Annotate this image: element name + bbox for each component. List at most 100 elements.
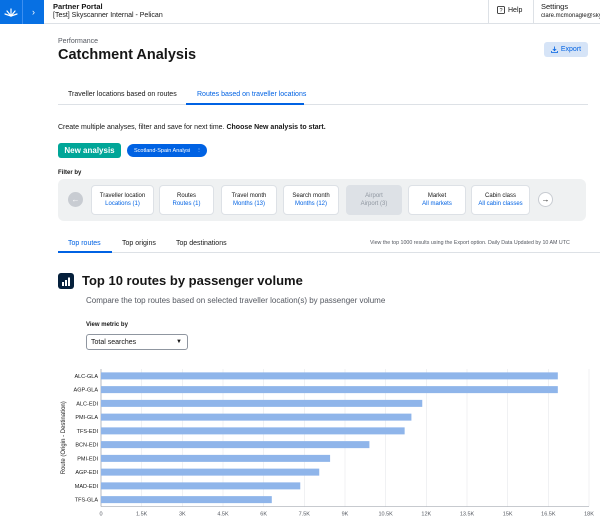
download-icon <box>550 46 558 53</box>
instructions-text: Create multiple analyses, filter and sav… <box>58 124 326 131</box>
bar <box>101 386 558 394</box>
x-tick-label: 15K <box>503 512 513 518</box>
filter-title: Market <box>427 193 447 199</box>
scroll-left-button[interactable]: ← <box>68 192 83 207</box>
filter-value: Months (12) <box>294 201 327 207</box>
bar <box>101 372 558 380</box>
metric-select[interactable]: Total searches ▼ <box>86 334 188 350</box>
y-tick-label: PMI-GLA <box>75 415 98 421</box>
bar <box>101 468 320 476</box>
bar-chart-icon <box>58 273 74 289</box>
help-label: Help <box>508 6 523 14</box>
tab-top-origins[interactable]: Top origins <box>122 240 156 247</box>
tab-top-routes[interactable]: Top routes <box>68 240 101 247</box>
x-tick-label: 0 <box>99 512 102 518</box>
y-tick-label: ALC-GLA <box>74 374 98 380</box>
filter-market[interactable]: Market All markets <box>408 185 466 215</box>
x-tick-label: 10.5K <box>378 512 393 518</box>
arrow-right-icon: → <box>541 195 550 204</box>
x-tick-label: 6K <box>260 512 267 518</box>
filter-title: Airport <box>365 193 383 199</box>
instructions-plain: Create multiple analyses, filter and sav… <box>58 124 227 131</box>
export-button[interactable]: Export <box>544 42 588 57</box>
portal-subtitle: [Test] Skyscanner Internal - Pelican <box>53 12 163 19</box>
filter-cabin-class[interactable]: Cabin class All cabin classes <box>471 185 530 215</box>
tab-traveller-locations[interactable]: Traveller locations based on routes <box>68 91 177 98</box>
portal-title: Partner Portal <box>53 2 103 11</box>
filter-value: Routes (1) <box>172 201 201 207</box>
filter-title: Search month <box>292 193 330 199</box>
x-tick-label: 12K <box>421 512 431 518</box>
x-tick-label: 13.5K <box>460 512 475 518</box>
results-tabs: Top routes Top origins Top destinations … <box>58 235 600 253</box>
active-tab-indicator <box>58 251 112 253</box>
bar <box>101 413 412 421</box>
arrow-left-icon: ← <box>71 195 80 204</box>
bar <box>101 399 423 407</box>
filter-title: Routes <box>176 193 196 199</box>
active-tab-indicator <box>186 103 304 105</box>
y-tick-label: AGP-EDI <box>75 470 98 476</box>
section-title: Top 10 routes by passenger volume <box>82 273 303 288</box>
y-axis-title: Route (Origin - Destination) <box>61 401 67 474</box>
filter-airport: Airport Airport (3) <box>346 185 402 215</box>
y-tick-label: PMI-EDI <box>77 456 98 462</box>
y-tick-label: TFS-EDI <box>77 429 99 435</box>
bar <box>101 496 272 504</box>
routes-bar-chart: 0 1.5K 3K 4.5K 6K 7.5K 9K 10.5K 12K 13.5K 15K 16.5K… <box>55 365 600 518</box>
tab-top-destinations[interactable]: Top destinations <box>176 240 227 247</box>
filter-title: Traveller location <box>99 193 146 199</box>
y-tick-label: ALC-EDI <box>76 401 98 407</box>
skyscanner-logo[interactable] <box>0 0 22 24</box>
filter-travel-month[interactable]: Travel month Months (13) <box>221 185 277 215</box>
metric-select-value: Total searches <box>91 338 137 346</box>
y-tick-label: MAD-EDI <box>75 484 99 490</box>
bar <box>101 427 405 435</box>
breadcrumb[interactable]: Performance <box>58 38 99 45</box>
filter-search-month[interactable]: Search month Months (12) <box>283 185 339 215</box>
bar <box>101 454 331 462</box>
new-analysis-button[interactable]: New analysis <box>58 143 121 158</box>
export-label: Export <box>560 46 582 53</box>
top-bar: › Partner Portal [Test] Skyscanner Inter… <box>0 0 600 24</box>
chevron-down-icon: ▼ <box>176 339 182 345</box>
x-tick-label: 3K <box>179 512 186 518</box>
x-tick-label: 7.5K <box>299 512 311 518</box>
export-note: View the top 1000 results using the Expo… <box>370 240 570 246</box>
y-tick-label: TFS-GLA <box>75 498 99 504</box>
chart-svg: 0 1.5K 3K 4.5K 6K 7.5K 9K 10.5K 12K 13.5K 15K 16.5K… <box>61 369 594 518</box>
section-subtitle: Compare the top routes based on selected… <box>86 296 386 305</box>
bar <box>101 441 370 449</box>
tab-routes[interactable]: Routes based on traveller locations <box>197 91 307 98</box>
y-tick-label: BCN-EDI <box>75 443 98 449</box>
more-options-icon[interactable]: ⋮ <box>196 147 202 154</box>
bar <box>101 482 301 490</box>
filter-title: Cabin class <box>484 193 516 199</box>
chevron-right-icon: › <box>32 7 35 17</box>
sunrise-icon <box>4 8 18 17</box>
saved-analysis-label: Scotland-Spain Analysi <box>134 147 191 154</box>
help-icon: ? <box>497 6 505 14</box>
svg-text:?: ? <box>499 8 502 14</box>
settings-button[interactable]: Settings <box>541 2 569 11</box>
filter-value: Airport (3) <box>360 201 388 207</box>
filter-value: All cabin classes <box>478 201 523 207</box>
metric-label: View metric by <box>86 322 128 328</box>
x-tick-label: 1.5K <box>136 512 148 518</box>
help-button[interactable]: ? Help <box>497 6 522 14</box>
sidebar-expand-button[interactable]: › <box>22 0 44 24</box>
saved-analysis-chip[interactable]: Scotland-Spain Analysi ⋮ <box>127 144 207 157</box>
filter-routes[interactable]: Routes Routes (1) <box>159 185 214 215</box>
filter-value: Months (13) <box>232 201 265 207</box>
instructions-bold: Choose New analysis to start. <box>226 124 326 131</box>
x-tick-label: 16.5K <box>541 512 556 518</box>
analysis-tabs: Traveller locations based on routes Rout… <box>58 84 588 105</box>
x-tick-label: 4.5K <box>217 512 229 518</box>
x-tick-label: 18K <box>584 512 594 518</box>
filter-traveller-location[interactable]: Traveller location Locations (1) <box>91 185 154 215</box>
filter-value: Locations (1) <box>105 201 140 207</box>
page-title: Catchment Analysis <box>58 47 197 63</box>
x-tick-label: 9K <box>342 512 349 518</box>
header-divider <box>488 0 489 24</box>
scroll-right-button[interactable]: → <box>538 192 553 207</box>
